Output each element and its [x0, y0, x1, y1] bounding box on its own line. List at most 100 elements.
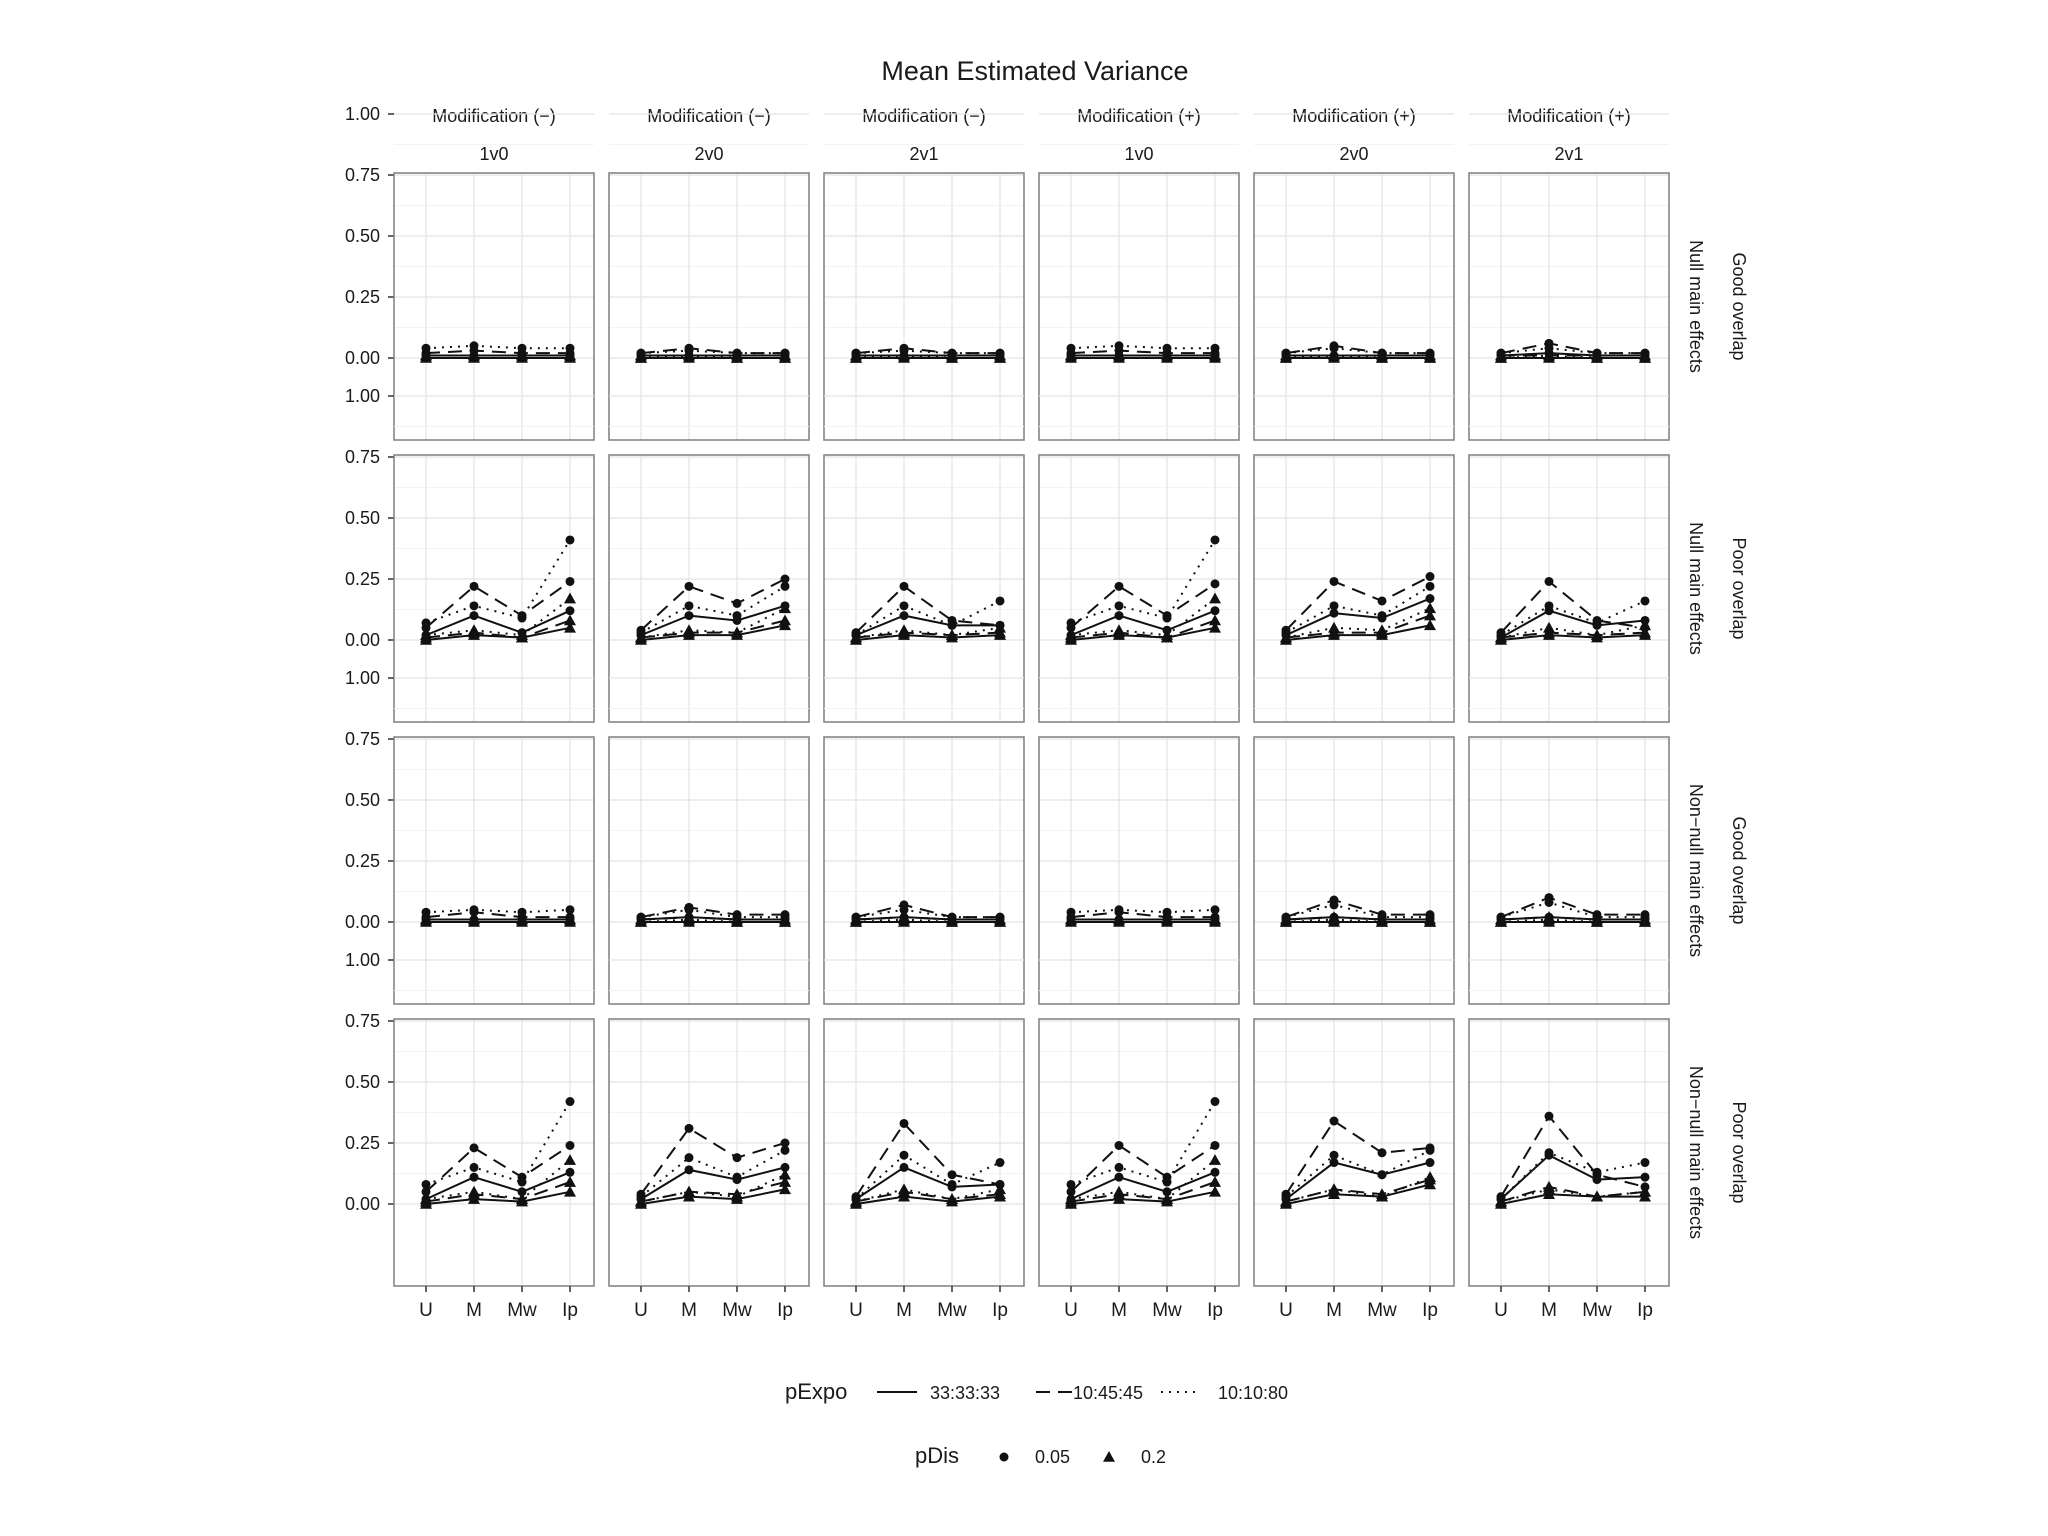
series-line: [1500, 896, 1645, 919]
series-line: [1285, 614, 1431, 639]
x-tick-label: M: [466, 1300, 482, 1321]
data-point: [516, 913, 528, 925]
series-line: [855, 1166, 1001, 1200]
data-point: [1377, 596, 1387, 606]
x-tick-label: M: [1326, 1300, 1342, 1321]
data-point: [1328, 621, 1340, 633]
panel-border: [1253, 736, 1455, 1005]
data-point: [1210, 1140, 1220, 1150]
data-point: [1113, 349, 1125, 361]
series-line: [1070, 1144, 1216, 1193]
facet-panel: [1038, 677, 1240, 1005]
data-point: [1113, 913, 1125, 925]
data-point: [899, 611, 909, 621]
y-tick-label: 1.00: [345, 668, 380, 688]
legend-key-circle: [999, 1452, 1009, 1462]
series-line: [1285, 575, 1431, 631]
data-point: [517, 1187, 527, 1197]
data-point: [564, 614, 576, 626]
data-point: [1161, 913, 1173, 925]
data-point: [1544, 576, 1554, 586]
data-point: [516, 1193, 528, 1204]
series-line: [855, 354, 1000, 359]
data-point: [1495, 1195, 1507, 1207]
panel-background: [824, 737, 1024, 1004]
series-line: [1285, 898, 1430, 919]
data-point: [946, 1193, 958, 1204]
data-point: [684, 905, 694, 915]
series-line: [425, 1171, 571, 1201]
panel-background: [1469, 1019, 1669, 1286]
series-line: [425, 580, 571, 629]
data-point: [899, 601, 909, 611]
series-line: [1285, 1161, 1431, 1200]
data-point: [468, 349, 480, 361]
column-strip-bottom: 1v0: [479, 144, 508, 164]
data-point: [1591, 629, 1603, 640]
series-line: [640, 1127, 786, 1195]
data-point: [1377, 1170, 1387, 1180]
data-point: [516, 629, 528, 640]
facet-panel: [823, 677, 1025, 1005]
data-point: [780, 1138, 790, 1148]
series-line: [855, 634, 1001, 641]
series-line: [1070, 1181, 1216, 1203]
x-tick-label: U: [419, 1300, 433, 1321]
data-point: [564, 621, 576, 633]
data-point: [1376, 624, 1388, 636]
data-point: [1161, 349, 1173, 361]
series-line: [425, 597, 571, 637]
data-point: [564, 592, 576, 604]
series-line: [1070, 344, 1215, 350]
data-point: [780, 574, 790, 584]
series-line: [1500, 600, 1646, 636]
data-point: [564, 349, 576, 361]
data-point: [421, 343, 431, 353]
data-point: [1640, 1158, 1650, 1168]
series-line: [1070, 583, 1216, 629]
series-line: [640, 607, 786, 639]
facet-panel: U M Mw Ip: [1468, 959, 1670, 1321]
data-point: [1544, 1111, 1554, 1121]
facet-panel: [823, 395, 1025, 723]
data-point: [683, 349, 695, 361]
panel-background: [609, 1019, 809, 1286]
column-strip-bottom: 2v0: [1339, 144, 1368, 164]
y-tick-label: 0.25: [345, 851, 380, 871]
series-line: [855, 918, 1000, 923]
data-point: [635, 631, 647, 643]
series-line: [1070, 1159, 1216, 1201]
x-tick-label: Ip: [1422, 1300, 1438, 1321]
data-point: [898, 349, 910, 361]
data-point: [1210, 343, 1220, 353]
x-tick-label: Ip: [777, 1300, 793, 1321]
data-point: [1424, 352, 1436, 363]
data-point: [1114, 341, 1124, 351]
data-point: [1328, 349, 1340, 361]
y-tick-label: 0.00: [345, 348, 380, 368]
panel-background: [609, 173, 809, 440]
data-point: [469, 611, 479, 621]
data-point: [469, 1143, 479, 1153]
panel-border: [1468, 1018, 1670, 1287]
data-point: [1543, 621, 1555, 633]
y-tick-label: 0.00: [345, 630, 380, 650]
x-tick-label: U: [1279, 1300, 1293, 1321]
x-tick-label: U: [634, 1300, 648, 1321]
panel-border: [823, 172, 1025, 441]
panel-border: [1253, 172, 1455, 441]
series-line: [425, 1190, 571, 1205]
data-point: [1210, 535, 1220, 545]
series-line: [855, 1190, 1001, 1203]
data-point: [1280, 631, 1292, 643]
data-point: [564, 1185, 576, 1197]
data-point: [1209, 1176, 1221, 1187]
data-point: [732, 1172, 742, 1182]
data-point: [469, 581, 479, 591]
y-tick-label: 0.25: [345, 287, 380, 307]
data-point: [780, 581, 790, 591]
panel-border: [1038, 736, 1240, 1005]
data-point: [1543, 913, 1555, 925]
data-point: [565, 1097, 575, 1107]
panel-background: [1469, 737, 1669, 1004]
